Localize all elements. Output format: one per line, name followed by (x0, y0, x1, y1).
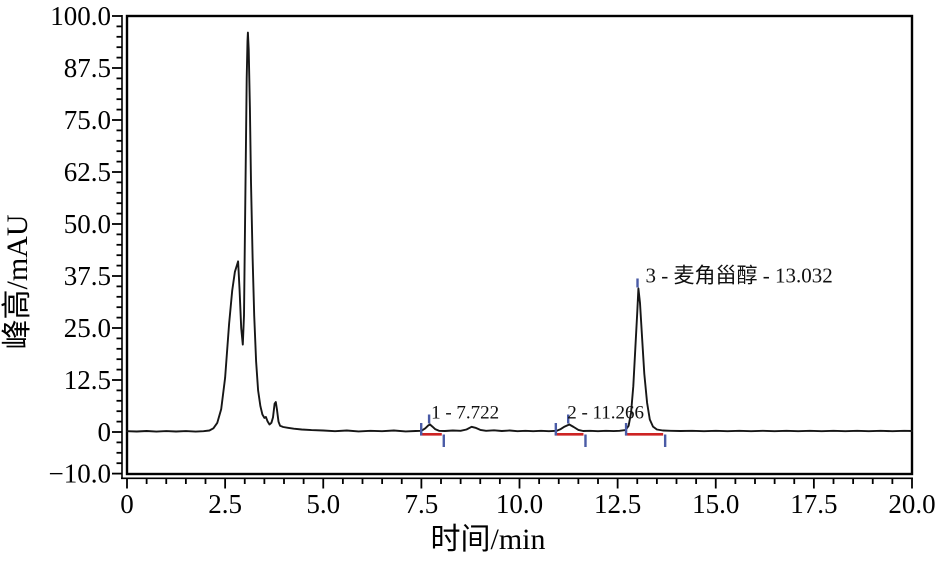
y-tick-label: 75.0 (64, 105, 111, 135)
x-tick-label: 15.0 (692, 489, 739, 519)
x-tick-label: 0 (120, 489, 134, 519)
y-axis-title: 峰高/mAU (1, 214, 34, 349)
y-tick-label: 25.0 (64, 313, 111, 343)
y-tick-label: 0 (98, 417, 112, 447)
y-tick-label: 50.0 (64, 209, 111, 239)
x-tick-label: 12.5 (594, 489, 641, 519)
peak-label: 3 - 麦角甾醇 - 13.032 (646, 263, 833, 287)
x-tick-label: 17.5 (790, 489, 837, 519)
peak-annotations: 1 - 7.722 2 - 11.266 3 - 麦角甾醇 - 13.032 (431, 263, 833, 423)
integration-overlays (419, 278, 667, 447)
signal-trace (126, 31, 913, 433)
x-axis-title: 时间/min (430, 523, 545, 556)
x-tick-label: 2.5 (208, 489, 242, 519)
x-tick-label: 20.0 (888, 489, 935, 519)
y-tick-label: 37.5 (64, 261, 111, 291)
x-tick-label: 10.0 (496, 489, 543, 519)
peak-label: 2 - 11.266 (567, 403, 644, 424)
plot-frame (125, 14, 914, 476)
y-axis-tick-labels: 100.0 87.5 75.0 62.5 50.0 37.5 25.0 12.5 0 −10.0 (49, 1, 111, 489)
y-axis-ticks (112, 15, 122, 475)
y-tick-label: 100.0 (50, 1, 111, 31)
y-tick-label: −10.0 (49, 459, 111, 489)
y-tick-label: 12.5 (64, 365, 111, 395)
x-axis-tick-labels: 0 2.5 5.0 7.5 10.0 12.5 15.0 17.5 20.0 (120, 489, 935, 519)
x-tick-label: 7.5 (405, 489, 439, 519)
peak-label: 1 - 7.722 (431, 403, 499, 424)
x-axis-ticks (126, 478, 913, 489)
x-tick-label: 5.0 (306, 489, 340, 519)
y-tick-label: 87.5 (64, 53, 111, 83)
y-tick-label: 62.5 (64, 157, 111, 187)
signal-path (126, 31, 913, 433)
